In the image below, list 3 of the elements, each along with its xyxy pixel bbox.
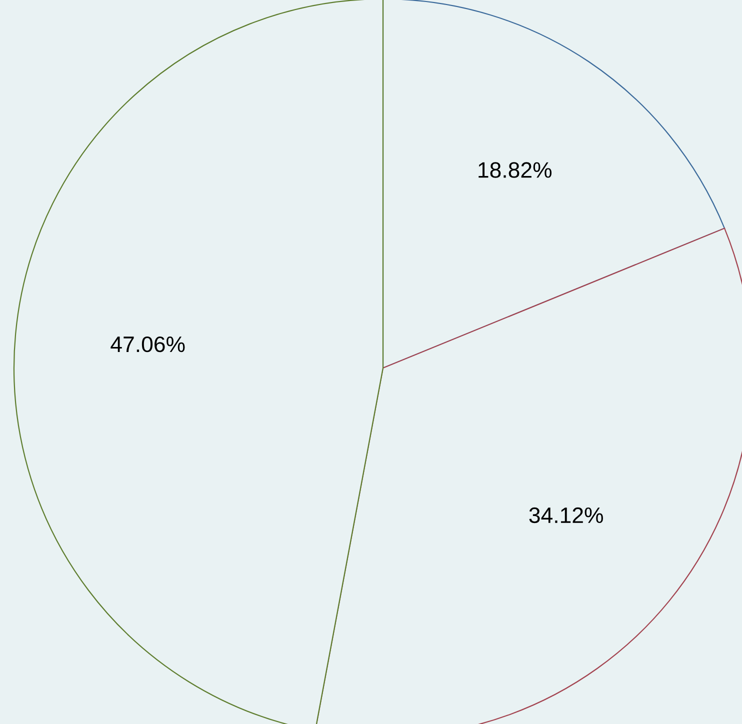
data-label: 18.82%	[478, 162, 552, 178]
data-label: 47.06%	[110, 336, 185, 352]
data-label: 34.12%	[529, 507, 603, 524]
